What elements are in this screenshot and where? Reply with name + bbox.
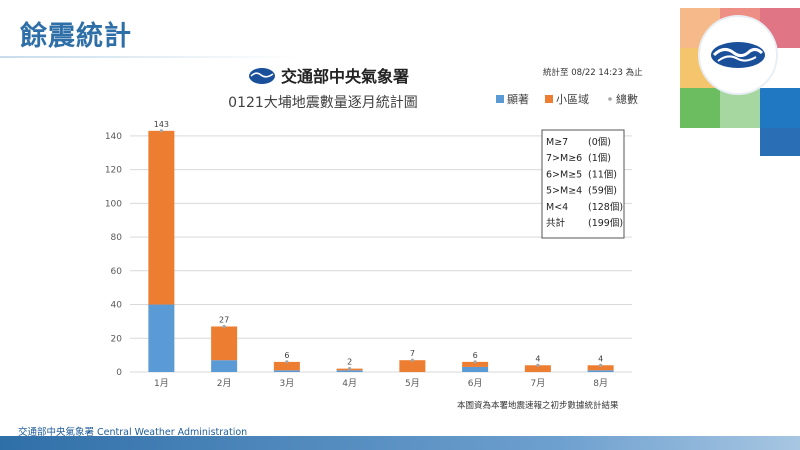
legend: 顯著 小區域 總數 (496, 92, 638, 106)
magnitude-count: (128個) (588, 201, 623, 213)
footer-bar (0, 436, 800, 450)
bar-significant (273, 370, 300, 372)
y-tick-label: 100 (105, 199, 122, 209)
total-label: 6 (284, 351, 289, 360)
y-tick-label: 140 (105, 132, 122, 142)
magnitude-count: (1個) (588, 152, 611, 164)
total-label: 6 (473, 351, 478, 360)
deco-tile-7 (760, 88, 800, 128)
legend-swatch-significant (496, 95, 504, 103)
legend-swatch-small-area (545, 95, 553, 103)
magnitude-box-frame (541, 129, 625, 239)
deco-tile-5 (680, 88, 720, 128)
agency-name: 交通部中央氣象署 (281, 67, 409, 86)
bar-small-area (524, 365, 551, 372)
agency-logo (698, 15, 778, 95)
bar-small-area (211, 326, 238, 361)
magnitude-count: (0個) (588, 136, 611, 148)
x-tick-label: 2月 (217, 378, 232, 389)
magnitude-summary-box: M≥7 (0個) 7>M≥6 (1個) 6>M≥5 (11個) 5>M≥4 (59個) M<4 (… (541, 129, 625, 239)
x-tick-label: 6月 (468, 378, 483, 389)
bar-small-area (399, 360, 426, 372)
y-tick-label: 80 (111, 233, 123, 243)
magnitude-count: (199個) (588, 217, 623, 229)
y-tick-label: 120 (105, 166, 122, 176)
chart-title: 0121大埔地震數量逐月統計圖 (228, 95, 418, 111)
bar-small-area (587, 365, 614, 371)
slide-title: 餘震統計 (20, 21, 132, 52)
y-tick-label: 40 (111, 301, 123, 311)
total-marker (599, 363, 603, 367)
bar-significant (587, 370, 614, 372)
magnitude-label: M<4 (546, 202, 568, 213)
total-marker (410, 358, 414, 362)
bar-significant (148, 304, 175, 372)
total-marker (348, 367, 352, 371)
bar-significant (211, 360, 238, 372)
deco-tile-8 (760, 128, 800, 156)
stat-time: 統計至 08/22 14:23 為止 (543, 67, 643, 78)
y-tick-label: 60 (111, 267, 123, 277)
bar-small-area (462, 361, 489, 367)
y-tick-label: 0 (116, 368, 122, 378)
data-note: 本圖資為本署地震速報之初步數據統計結果 (457, 400, 619, 411)
total-marker (222, 324, 226, 329)
magnitude-label: M≥7 (546, 137, 568, 148)
total-label: 2 (347, 358, 352, 367)
total-label: 4 (598, 354, 603, 363)
bar-significant (336, 370, 363, 372)
x-tick-label: 3月 (280, 378, 295, 389)
total-marker (159, 129, 163, 133)
magnitude-label: 5>M≥4 (546, 186, 582, 197)
total-label: 143 (154, 120, 169, 129)
x-tick-label: 8月 (593, 378, 608, 389)
legend-label-significant: 顯著 (507, 92, 529, 106)
agency-logo-icon (711, 42, 765, 68)
footer-agency: 交通部中央氣象署 Central Weather Administration (18, 427, 248, 438)
bar-small-area (148, 130, 175, 305)
magnitude-label: 共計 (546, 217, 566, 229)
agency-small-logo-icon (249, 68, 275, 84)
legend-marker-total (608, 97, 612, 101)
total-marker (285, 360, 289, 364)
x-tick-label: 4月 (342, 378, 357, 389)
total-marker (536, 363, 540, 367)
bar-significant (462, 366, 489, 372)
bar-small-area (273, 361, 300, 371)
magnitude-label: 6>M≥5 (546, 169, 582, 180)
magnitude-count: (11個) (588, 168, 617, 180)
x-tick-label: 5月 (405, 378, 420, 389)
total-label: 7 (410, 349, 415, 358)
x-tick-label: 1月 (154, 378, 169, 389)
y-tick-label: 20 (111, 334, 123, 344)
magnitude-count: (59個) (588, 185, 617, 197)
magnitude-label: 7>M≥6 (546, 153, 582, 164)
legend-label-small-area: 小區域 (556, 93, 589, 106)
total-label: 27 (219, 315, 229, 324)
total-label: 4 (535, 354, 540, 363)
axis-ticks: 0 20 40 60 80 100 120 140 1月 2月 3月 4月 5月 6月 7月 8月 (105, 132, 608, 389)
x-tick-label: 7月 (531, 378, 546, 389)
legend-label-total: 總數 (616, 92, 638, 106)
total-marker (473, 360, 477, 364)
title-underline (0, 56, 300, 58)
